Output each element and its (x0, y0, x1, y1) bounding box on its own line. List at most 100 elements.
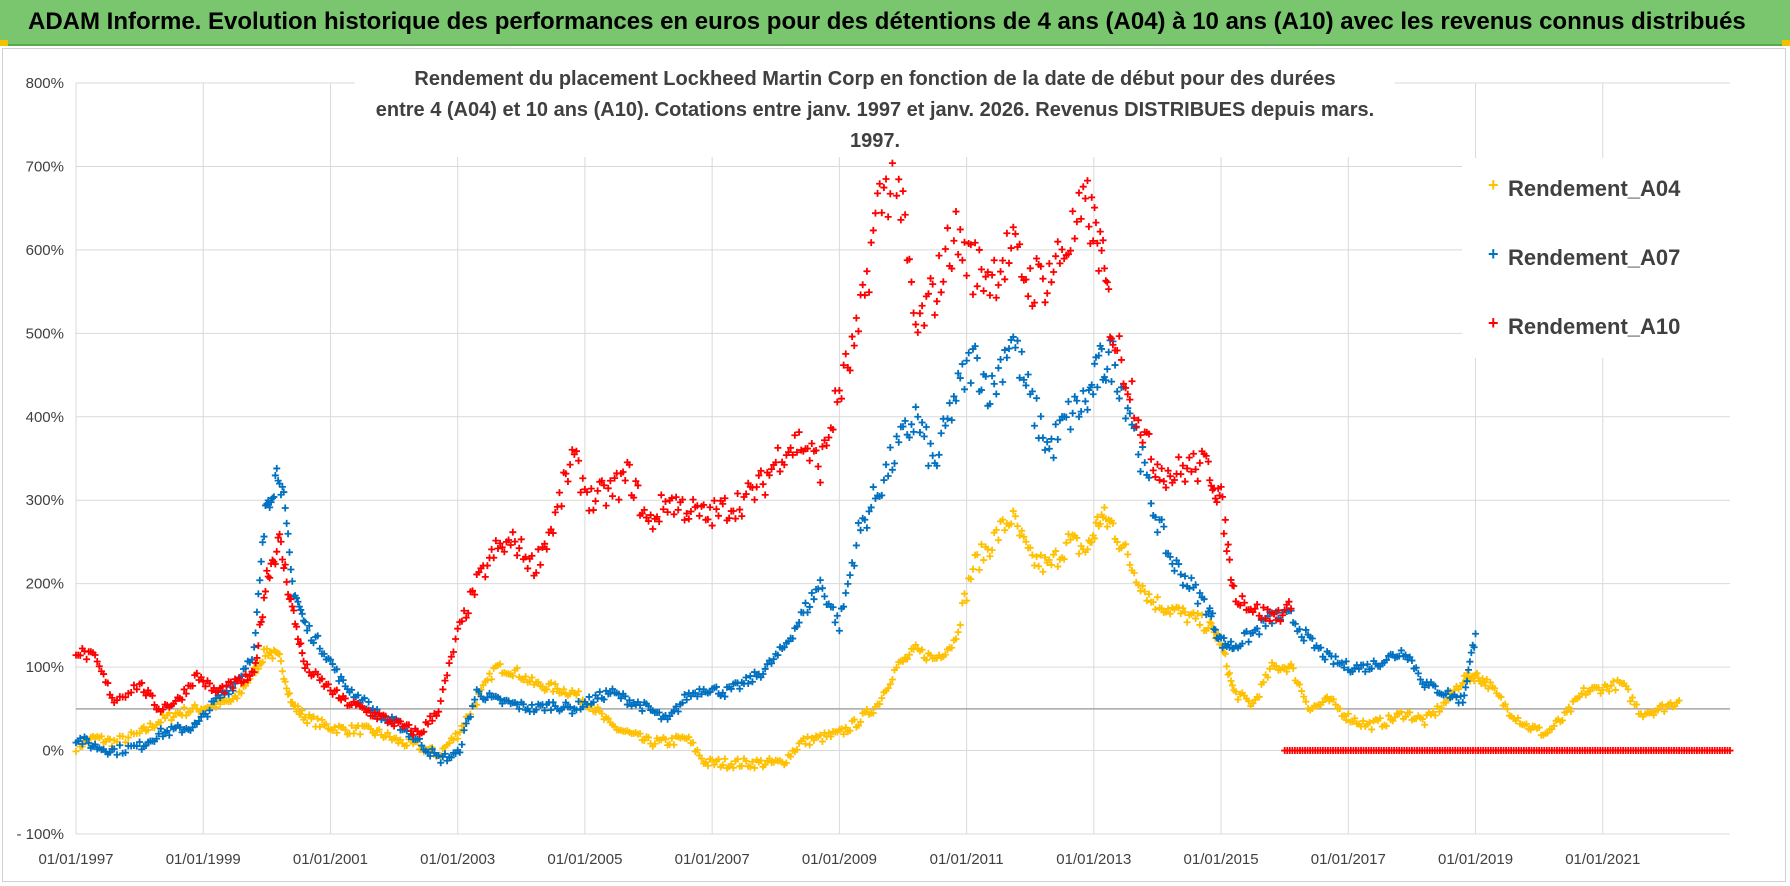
data-point (356, 730, 364, 738)
data-point (907, 420, 915, 428)
data-point (1091, 204, 1099, 212)
series-rendement_a10_zero_tail (1281, 747, 1734, 755)
data-point (233, 694, 241, 702)
data-point (988, 546, 996, 554)
data-point (528, 673, 536, 681)
data-point (464, 609, 472, 617)
data-point (1095, 267, 1103, 275)
series-rendement_a04 (72, 504, 1683, 772)
data-point (1122, 414, 1130, 422)
data-point (1091, 360, 1099, 368)
data-point (522, 553, 530, 561)
data-point (757, 467, 765, 475)
data-point (640, 736, 648, 744)
data-point (72, 747, 80, 755)
data-point (1650, 711, 1658, 719)
data-point (878, 209, 886, 217)
data-point (1026, 544, 1034, 552)
data-point (1586, 687, 1594, 695)
data-point (1660, 707, 1668, 715)
data-point (447, 753, 455, 761)
data-point (944, 224, 952, 232)
data-point (150, 701, 158, 709)
data-point (916, 309, 924, 317)
data-point (876, 180, 884, 188)
data-point (246, 672, 254, 680)
data-point (1464, 666, 1472, 674)
data-point (1037, 262, 1045, 270)
data-point (1283, 668, 1291, 676)
data-point (473, 701, 481, 709)
data-point (1022, 538, 1030, 546)
data-point (1209, 609, 1217, 617)
data-point (1433, 702, 1441, 710)
data-point (240, 678, 248, 686)
data-point (931, 311, 939, 319)
data-point (857, 718, 865, 726)
data-point (1168, 560, 1176, 568)
data-point (1421, 721, 1429, 729)
data-point (1245, 697, 1253, 705)
data-point (662, 497, 670, 505)
data-point (869, 226, 877, 234)
data-point (1016, 240, 1024, 248)
data-point (922, 423, 930, 431)
data-point (95, 662, 103, 670)
data-point (1270, 610, 1278, 618)
data-point (1467, 649, 1475, 657)
data-point (746, 672, 754, 680)
data-point (903, 655, 911, 663)
data-point (575, 697, 583, 705)
data-point (801, 599, 809, 607)
data-point (774, 444, 782, 452)
data-point (280, 488, 288, 496)
data-point (1416, 675, 1424, 683)
data-point (1289, 664, 1297, 672)
data-point (392, 734, 400, 742)
data-point (952, 635, 960, 643)
data-point (753, 483, 761, 491)
data-point (958, 360, 966, 368)
data-point (172, 697, 180, 705)
data-point (562, 470, 570, 478)
data-point (738, 512, 746, 520)
data-point (163, 727, 171, 735)
data-point (148, 692, 156, 700)
data-point (309, 639, 317, 647)
data-point (971, 342, 979, 350)
data-point (1483, 676, 1491, 684)
data-point (780, 643, 788, 651)
data-point (1194, 600, 1202, 608)
data-point (259, 658, 267, 666)
data-point (1016, 374, 1024, 382)
data-point (600, 481, 608, 489)
data-point (990, 256, 998, 264)
data-point (992, 390, 1000, 398)
data-point (884, 213, 892, 221)
data-point (863, 267, 871, 275)
data-point (1567, 707, 1575, 715)
data-point (534, 545, 542, 553)
data-point (604, 484, 612, 492)
data-point (736, 685, 744, 693)
data-point (113, 751, 121, 759)
data-point (670, 741, 678, 749)
data-point (780, 461, 788, 469)
data-point (1151, 473, 1159, 481)
data-point (1218, 493, 1226, 501)
data-point (348, 686, 356, 694)
data-point (354, 691, 362, 699)
data-point (736, 506, 744, 514)
data-point (1113, 538, 1121, 546)
data-point (1196, 589, 1204, 597)
data-point (1126, 561, 1134, 569)
data-point (1132, 423, 1140, 431)
data-point (1075, 189, 1083, 197)
data-point (1397, 708, 1405, 716)
data-point (182, 712, 190, 720)
data-point (1218, 644, 1226, 652)
data-point (621, 692, 629, 700)
data-point (285, 548, 293, 556)
data-point (712, 505, 720, 513)
legend-marker-a07: + (1488, 244, 1499, 264)
